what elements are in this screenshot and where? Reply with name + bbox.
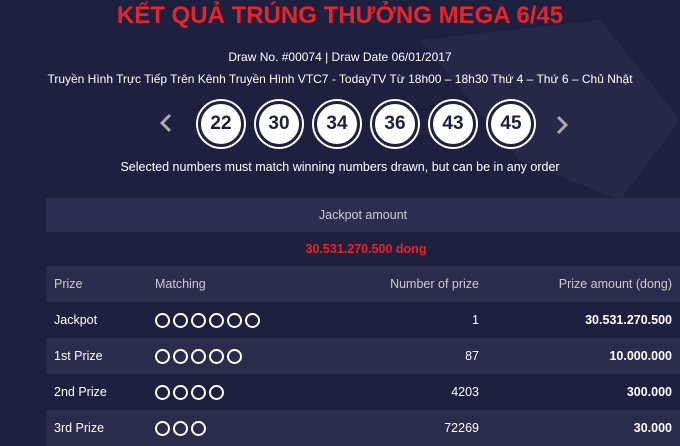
draw-info: Draw No. #00074 | Draw Date 06/01/2017 (228, 50, 452, 64)
match-circle (191, 385, 206, 401)
prev-arrow[interactable] (158, 113, 174, 133)
match-circle (173, 385, 188, 401)
title: KẾT QUẢ TRÚNG THƯỞNG MEGA 6/45 (116, 2, 564, 29)
count-cell: 87 (465, 349, 479, 363)
match-circle (155, 385, 170, 401)
jackpot-row: 30.531.270.500 dong (46, 232, 680, 266)
count-cell: 72269 (444, 421, 479, 435)
match-circle (191, 349, 206, 365)
match-circle (209, 313, 224, 329)
match-circle (191, 421, 206, 437)
match-circle (155, 421, 170, 437)
matching-circles (155, 410, 209, 446)
matching-circles (155, 302, 263, 338)
jackpot-header: Jackpot amount (46, 198, 680, 232)
number-ball: 30 (256, 101, 302, 147)
column-header: Prize (54, 277, 83, 291)
match-circle (227, 313, 242, 329)
number-ball: 45 (488, 101, 534, 147)
match-circle (191, 313, 206, 329)
matching-circles (155, 338, 245, 374)
match-circle (155, 349, 170, 365)
prize-cell: Jackpot (54, 313, 98, 327)
count-cell: 1 (472, 313, 479, 327)
table-header: Prize Matching Number of prize Prize amount… (46, 266, 680, 302)
column-header: Number of prize (390, 277, 479, 291)
table-row: 2nd Prize 4203 300.000 (46, 374, 680, 410)
matching-circles (155, 374, 227, 410)
number-ball: 43 (430, 101, 476, 147)
match-circle (245, 313, 260, 329)
column-header: Matching (155, 277, 206, 291)
jackpot-label: Jackpot amount (318, 208, 408, 222)
table-row: 3rd Prize 72269 30.000 (46, 410, 680, 446)
amount-cell: 300.000 (626, 385, 672, 399)
amount-cell: 30.531.270.500 (585, 313, 672, 327)
table-row: 1st Prize 87 10.000.000 (46, 338, 680, 374)
amount-cell: 10.000.000 (609, 349, 672, 363)
next-arrow[interactable] (554, 115, 570, 135)
prize-cell: 2nd Prize (54, 385, 107, 399)
number-ball: 34 (314, 101, 360, 147)
match-circle (173, 349, 188, 365)
match-circle (173, 313, 188, 329)
match-circle (155, 313, 170, 329)
jackpot-amount: 30.531.270.500 dong (305, 242, 427, 256)
number-ball: 36 (372, 101, 418, 147)
count-cell: 4203 (451, 385, 479, 399)
prize-cell: 1st Prize (54, 349, 103, 363)
table-row: Jackpot 1 30.531.270.500 (46, 302, 680, 338)
note: Selected numbers must match winning numb… (120, 160, 560, 174)
match-circle (209, 385, 224, 401)
column-header: Prize amount (dong) (558, 277, 672, 291)
number-ball: 22 (198, 101, 244, 147)
broadcast: Truyền Hình Trực Tiếp Trên Kênh Truyền H… (47, 72, 633, 86)
amount-cell: 30.000 (633, 421, 672, 435)
match-circle (173, 421, 188, 437)
prize-cell: 3rd Prize (54, 421, 105, 435)
match-circle (227, 349, 242, 365)
match-circle (209, 349, 224, 365)
